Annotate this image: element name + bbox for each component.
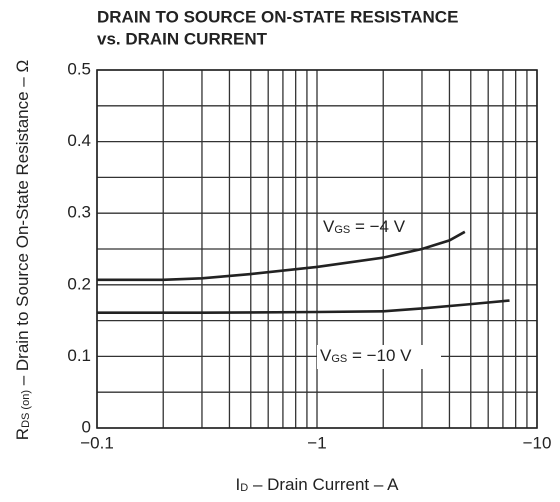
- series-label-sub: GS: [334, 224, 350, 236]
- chart-title: DRAIN TO SOURCE ON-STATE RESISTANCE: [97, 7, 458, 26]
- y-axis-label: RDS (on) – Drain to Source On-State Resi…: [13, 60, 32, 440]
- x-tick-label: −10: [523, 433, 552, 452]
- series-label: VGS = −10 V: [320, 346, 412, 365]
- chart-title: vs. DRAIN CURRENT: [97, 29, 268, 48]
- y-tick-label: 0.4: [67, 131, 91, 150]
- series-label: VGS = −4 V: [323, 217, 406, 236]
- y-tick-label: 0.5: [67, 59, 91, 78]
- series-line: [97, 230, 466, 282]
- y-axis-label-sub: DS (on): [20, 390, 32, 428]
- plot-frame: [96, 69, 538, 429]
- series-label-part: V: [323, 217, 335, 236]
- series-label-sub: GS: [331, 353, 347, 365]
- x-axis-label: ID – Drain Current – A: [236, 475, 400, 494]
- x-axis-label-part: – Drain Current – A: [248, 475, 399, 494]
- y-tick-label: 0.1: [67, 346, 91, 365]
- y-tick-label: 0: [82, 417, 91, 436]
- y-axis-label-part: R: [13, 428, 32, 440]
- label-background: [317, 345, 441, 369]
- x-axis-label-part: I: [236, 475, 241, 494]
- series-label-part: = −4 V: [350, 217, 405, 236]
- y-tick-label: 0.3: [67, 203, 91, 222]
- x-axis-label-sub: D: [240, 482, 248, 494]
- series-label-part: = −10 V: [347, 346, 412, 365]
- y-tick-label: 0.2: [67, 274, 91, 293]
- series-label-part: V: [320, 346, 332, 365]
- y-axis-label-part: – Drain to Source On-State Resistance – …: [13, 60, 32, 390]
- x-tick-label: −0.1: [80, 433, 114, 452]
- x-tick-label: −1: [307, 433, 326, 452]
- series-line: [97, 299, 510, 315]
